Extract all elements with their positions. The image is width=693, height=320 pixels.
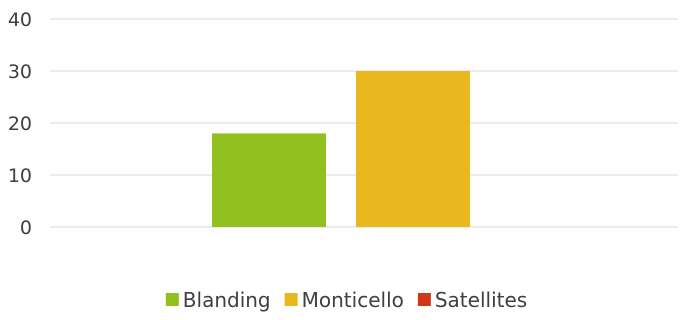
y-tick-label: 40	[8, 9, 32, 31]
legend-swatch	[165, 293, 179, 306]
legend-item-blanding: Blanding	[165, 288, 271, 312]
legend-label: Blanding	[183, 288, 271, 312]
legend-swatch	[417, 293, 431, 306]
bar-blanding	[212, 133, 326, 227]
y-tick-label: 30	[8, 61, 32, 83]
bar-monticello	[356, 71, 470, 227]
legend-swatch	[284, 293, 298, 306]
y-tick-label: 10	[8, 165, 32, 187]
legend-label: Monticello	[302, 288, 404, 312]
bars	[212, 71, 470, 227]
y-axis-tick-labels: 0 10 20 30 40	[8, 9, 32, 239]
y-tick-label: 0	[20, 217, 32, 239]
legend-item-monticello: Monticello	[284, 288, 404, 312]
legend: Blanding Monticello Satellites	[165, 288, 527, 312]
y-tick-label: 20	[8, 113, 32, 135]
legend-label: Satellites	[435, 288, 527, 312]
legend-item-satellites: Satellites	[417, 288, 527, 312]
